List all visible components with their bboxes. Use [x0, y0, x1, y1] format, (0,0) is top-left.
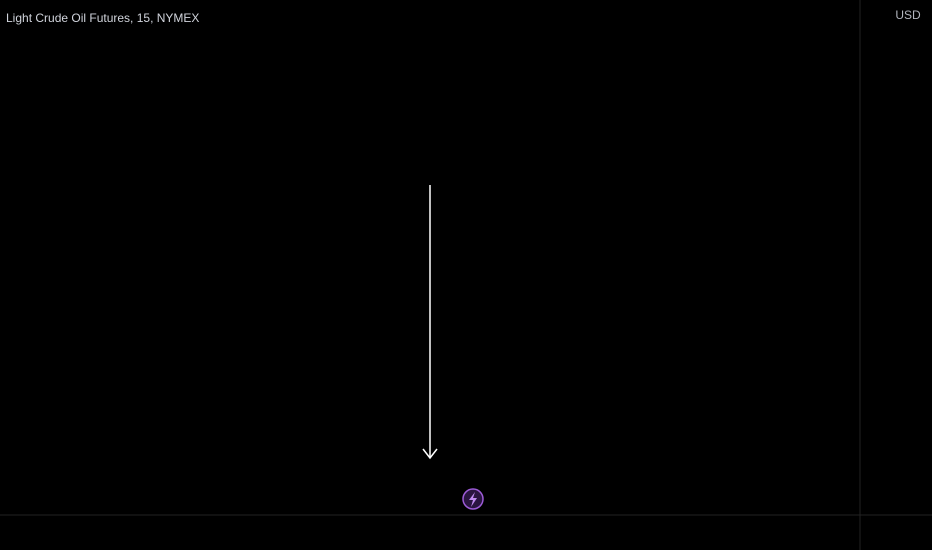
- chart-title: Light Crude Oil Futures, 15, NYMEX: [6, 11, 199, 25]
- arrow: [422, 185, 438, 460]
- alert-icon: [462, 488, 484, 510]
- currency: USD: [895, 8, 921, 22]
